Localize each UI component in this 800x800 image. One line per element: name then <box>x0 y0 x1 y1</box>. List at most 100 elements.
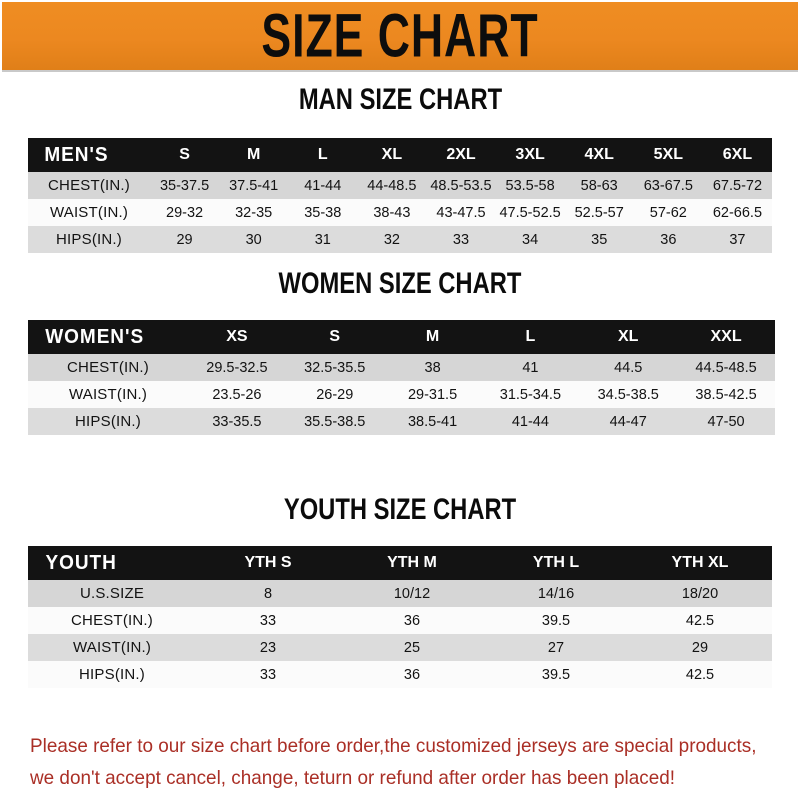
measurement-cell: 29-31.5 <box>407 386 458 403</box>
row-label: WAIST(IN.) <box>72 639 152 656</box>
women-table-body: CHEST(IN.) 29.5-32.5 32.5-35.5 38 41 44.5 44.5… <box>28 354 775 435</box>
measurement-cell: 31.5-34.5 <box>499 386 562 403</box>
measurement-cell: 35.5-38.5 <box>304 413 366 430</box>
measurement-cell: 63-67.5 <box>643 177 693 194</box>
table-row: HIPS(IN.) 33 36 39.5 42.5 <box>28 661 772 688</box>
table-row: WAIST(IN.) 23 25 27 29 <box>28 634 772 661</box>
youth-section-title: YOUTH SIZE CHART <box>0 492 800 526</box>
measurement-cell: 33 <box>259 666 277 683</box>
measurement-cell: 41 <box>522 359 539 376</box>
measurement-cell: 29.5-32.5 <box>206 359 268 376</box>
youth-column-header: YTH S <box>244 554 292 571</box>
measurement-cell: 29 <box>691 639 709 656</box>
page-banner: SIZE CHART <box>2 2 798 72</box>
youth-column-header: YTH M <box>387 554 437 571</box>
table-row: CHEST(IN.) 33 36 39.5 42.5 <box>28 607 772 634</box>
measurement-cell: 26-29 <box>316 386 354 403</box>
man-column-header: XL <box>381 146 403 163</box>
measurement-cell: 38-43 <box>373 204 411 221</box>
measurement-cell: 43-47.5 <box>436 204 486 221</box>
measurement-cell: 39.5 <box>541 612 571 629</box>
man-column-header: L <box>317 146 328 163</box>
measurement-cell: 42.5 <box>685 612 715 629</box>
measurement-cell: 36 <box>403 666 421 683</box>
measurement-cell: 38.5-42.5 <box>695 386 757 403</box>
men-table-body: CHEST(IN.) 35-37.5 37.5-41 41-44 44-48.5 48.5… <box>28 172 772 253</box>
measurement-cell: 53.5-58 <box>505 177 555 194</box>
measurement-cell: 8 <box>263 585 273 602</box>
measurement-cell: 62-66.5 <box>712 204 763 221</box>
measurement-cell: 36 <box>403 612 421 629</box>
measurement-cell: 44-47 <box>609 413 647 430</box>
row-label: HIPS(IN.) <box>75 413 141 430</box>
measurement-cell: 30 <box>245 231 262 248</box>
table-row: CHEST(IN.) 29.5-32.5 32.5-35.5 38 41 44.5 44.5… <box>28 354 775 381</box>
measurement-cell: 33 <box>259 612 277 629</box>
measurement-cell: 38.5-41 <box>407 413 458 430</box>
measurement-cell: 35 <box>591 231 608 248</box>
youth-table-head: YOUTH YTH S YTH M YTH L YTH XL <box>28 546 772 580</box>
measurement-cell: 48.5-53.5 <box>430 177 492 194</box>
women-column-header: XS <box>226 328 248 345</box>
women-section-title: WOMEN SIZE CHART <box>0 266 800 300</box>
measurement-cell: 37.5-41 <box>229 177 279 194</box>
measurement-cell: 33-35.5 <box>212 413 262 430</box>
table-row: CHEST(IN.) 35-37.5 37.5-41 41-44 44-48.5 48.5… <box>28 172 772 199</box>
measurement-cell: 10/12 <box>393 585 431 602</box>
row-label: WAIST(IN.) <box>49 204 129 221</box>
youth-header-row: YOUTH YTH S YTH M YTH L YTH XL <box>28 546 772 580</box>
order-policy-line-1: Please refer to our size chart before or… <box>30 735 757 757</box>
table-row: WAIST(IN.) 23.5-26 26-29 29-31.5 31.5-34.5 34… <box>28 381 775 408</box>
youth-column-header: YTH L <box>532 554 580 571</box>
measurement-cell: 23.5-26 <box>212 386 262 403</box>
man-column-header: 4XL <box>584 146 614 163</box>
table-row: HIPS(IN.) 33-35.5 35.5-38.5 38.5-41 41-44 44-… <box>28 408 775 435</box>
youth-table-corner-header: YOUTH <box>45 551 117 574</box>
measurement-cell: 32.5-35.5 <box>304 359 366 376</box>
women-column-header: L <box>525 328 536 345</box>
youth-column-header: YTH XL <box>671 554 729 571</box>
measurement-cell: 32-35 <box>235 204 273 221</box>
measurement-cell: 35-37.5 <box>159 177 210 194</box>
order-policy-line-2: we don't accept cancel, change, teturn o… <box>30 767 676 789</box>
measurement-cell: 44.5-48.5 <box>695 359 757 376</box>
measurement-cell: 38 <box>424 359 441 376</box>
page-title: SIZE CHART <box>261 2 539 70</box>
women-size-table: WOMEN'S XS S M L XL XXL CHEST(IN.) 29.5-32.5 32.… <box>28 320 775 435</box>
measurement-cell: 57-62 <box>649 204 687 221</box>
measurement-cell: 18/20 <box>681 585 719 602</box>
man-column-header: 3XL <box>515 146 545 163</box>
table-row: HIPS(IN.) 29 30 31 32 33 34 35 36 37 <box>28 226 772 253</box>
measurement-cell: 23 <box>259 639 277 656</box>
measurement-cell: 44-48.5 <box>367 177 417 194</box>
women-header-row: WOMEN'S XS S M L XL XXL <box>28 320 775 354</box>
row-label: CHEST(IN.) <box>48 177 130 194</box>
row-label: HIPS(IN.) <box>79 666 145 683</box>
women-column-header: XL <box>618 328 639 345</box>
measurement-cell: 41-44 <box>304 177 342 194</box>
women-table-corner-header: WOMEN'S <box>45 325 145 348</box>
measurement-cell: 67.5-72 <box>712 177 763 194</box>
measurement-cell: 25 <box>403 639 421 656</box>
order-policy-note: Please refer to our size chart before or… <box>30 730 778 794</box>
measurement-cell: 34 <box>522 231 539 248</box>
man-column-header: S <box>179 146 190 163</box>
measurement-cell: 58-63 <box>580 177 618 194</box>
row-label: WAIST(IN.) <box>68 386 148 403</box>
measurement-cell: 52.5-57 <box>574 204 624 221</box>
men-header-row: MEN'S S M L XL 2XL 3XL 4XL 5XL 6XL <box>28 138 772 172</box>
row-label: CHEST(IN.) <box>71 612 153 629</box>
women-column-header: XXL <box>710 328 742 345</box>
man-section-title-text: MAN SIZE CHART <box>298 82 502 116</box>
youth-section-title-text: YOUTH SIZE CHART <box>283 492 517 526</box>
man-column-header: 5XL <box>653 146 683 163</box>
row-label: HIPS(IN.) <box>56 231 122 248</box>
table-row: WAIST(IN.) 29-32 32-35 35-38 38-43 43-47.5 47.… <box>28 199 772 226</box>
men-table-head: MEN'S S M L XL 2XL 3XL 4XL 5XL 6XL <box>28 138 772 172</box>
women-section-title-text: WOMEN SIZE CHART <box>278 266 522 300</box>
youth-table-body: U.S.SIZE 8 10/12 14/16 18/20 CHEST(IN.) 33 36 39… <box>28 580 772 688</box>
measurement-cell: 37 <box>729 231 746 248</box>
women-table-head: WOMEN'S XS S M L XL XXL <box>28 320 775 354</box>
measurement-cell: 39.5 <box>541 666 571 683</box>
